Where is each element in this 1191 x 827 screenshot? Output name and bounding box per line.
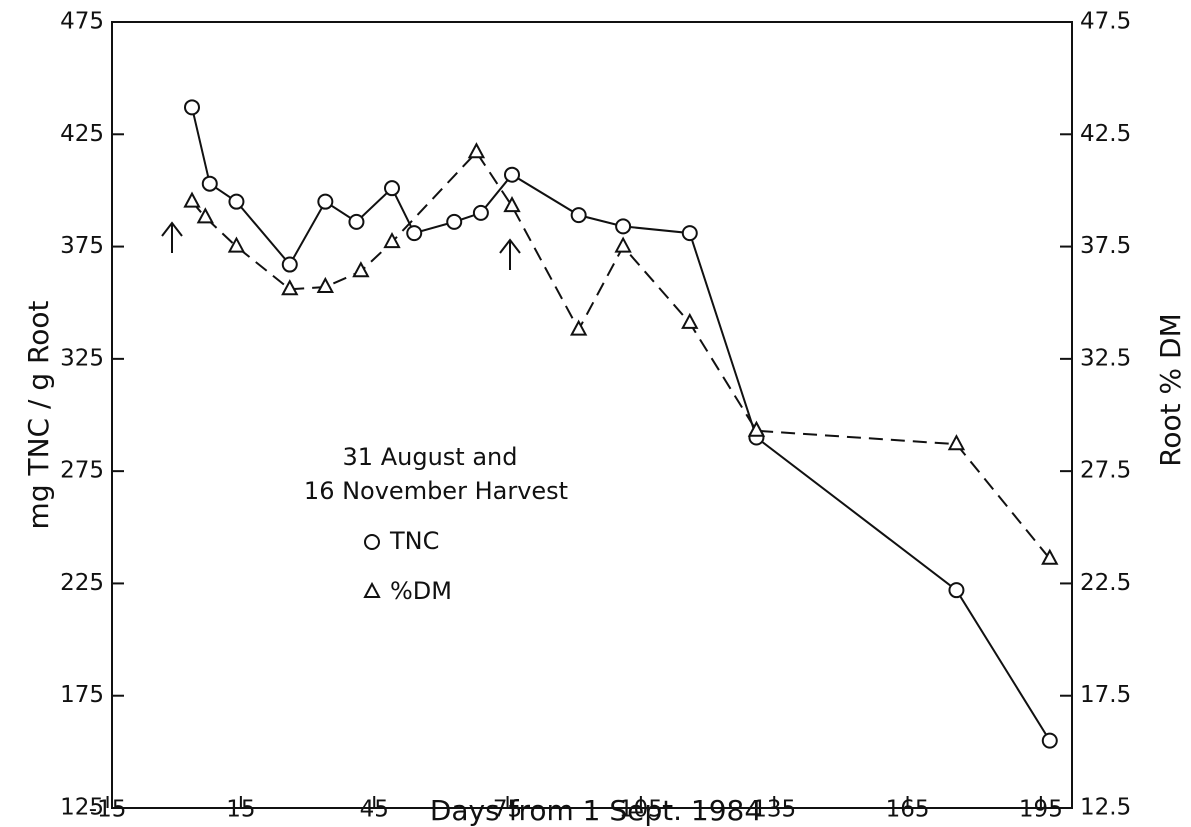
marker [384, 180, 400, 197]
arrow [499, 238, 521, 270]
marker [406, 225, 423, 242]
y-tick-label: 375 [60, 233, 104, 259]
y2-tick-label: 17.5 [1080, 682, 1131, 708]
marker [503, 196, 521, 213]
marker [228, 193, 245, 210]
x-tick-label: 75 [493, 797, 522, 823]
marker [184, 99, 200, 116]
x-tick-label: 15 [226, 797, 255, 823]
marker [196, 207, 215, 224]
y-axis-label: mg TNC / g Root [22, 301, 55, 530]
marker [446, 213, 463, 230]
legend-title: 31 August and [343, 443, 518, 471]
arrow [161, 221, 183, 253]
marker [614, 236, 632, 253]
legend-marker [363, 581, 381, 598]
y2-tick-label: 32.5 [1080, 345, 1131, 371]
marker [348, 213, 365, 230]
arrows [161, 221, 521, 270]
plot-frame [111, 21, 1073, 809]
y2-tick-label: 12.5 [1080, 795, 1131, 821]
marker [570, 207, 587, 224]
marker [681, 225, 698, 242]
legend-title: 16 November Harvest [304, 477, 568, 505]
marker [472, 204, 489, 221]
marker [747, 420, 766, 437]
y-tick-label: 275 [60, 458, 104, 484]
y2-tick-label: 22.5 [1080, 570, 1131, 596]
y2-tick-label: 47.5 [1080, 9, 1131, 35]
y2-axis-label: Root % DM [1154, 313, 1187, 467]
legend-label: TNC [389, 527, 439, 555]
x-tick-label: 195 [1019, 797, 1063, 823]
marker [281, 279, 299, 296]
y2-tick-label: 37.5 [1080, 233, 1131, 259]
marker [467, 142, 486, 159]
y-tick-label: 225 [60, 570, 104, 596]
marker [316, 276, 335, 293]
legend-label: %DM [390, 577, 452, 605]
y-tick-label: 325 [60, 345, 104, 371]
marker [201, 175, 218, 192]
marker [183, 191, 201, 208]
marker [615, 218, 632, 235]
marker [227, 236, 246, 253]
marker [948, 582, 965, 599]
y-tick-label: 175 [60, 682, 104, 708]
marker [1041, 548, 1059, 565]
x-axis-label: Days from 1 Sept. 1984 [430, 794, 762, 827]
x-tick-label: 165 [886, 797, 930, 823]
marker [352, 261, 370, 278]
y2-tick-label: 42.5 [1080, 121, 1131, 147]
marker [281, 256, 298, 273]
marker [1041, 732, 1058, 749]
marker [681, 312, 699, 329]
marker [317, 193, 334, 210]
y-tick-label: 125 [60, 795, 104, 821]
x-tick-label: 45 [360, 797, 389, 823]
marker [383, 231, 401, 249]
marker [504, 166, 520, 183]
x-tick-label: -15 [89, 797, 127, 823]
x-tick-label: 135 [752, 797, 796, 823]
y-tick-label: 475 [60, 9, 104, 35]
marker [947, 434, 966, 451]
legend-marker [364, 534, 380, 550]
x-tick-label: 105 [619, 797, 663, 823]
y2-tick-label: 27.5 [1080, 458, 1131, 484]
y-tick-label: 425 [60, 121, 104, 147]
marker [569, 319, 588, 336]
